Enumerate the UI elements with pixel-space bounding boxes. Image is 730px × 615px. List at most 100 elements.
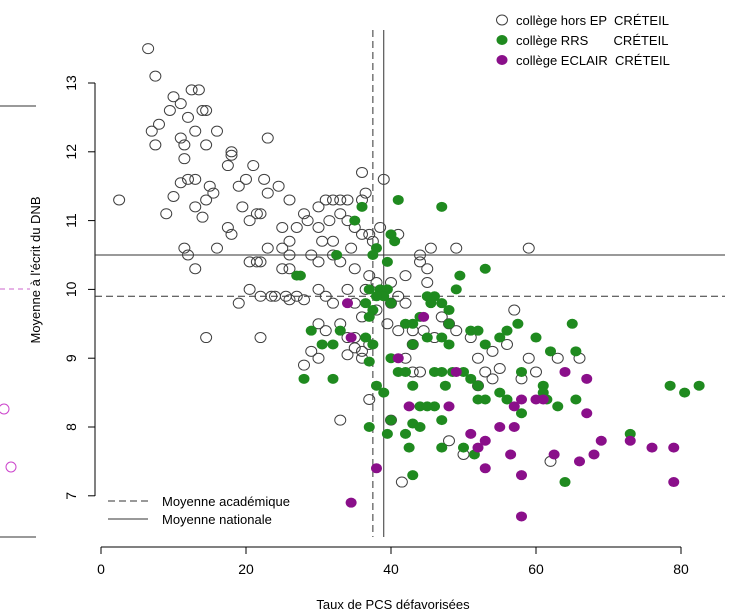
point-eclair [494,422,506,432]
point-hors-ep [276,242,289,254]
series-legend: collège hors EP CRÉTEIL collège RRS CRÉT… [496,13,670,68]
point-hors-ep [530,366,542,378]
point-hors-ep [319,290,332,302]
point-rrs [414,422,426,432]
point-hors-ep [225,228,238,240]
point-hors-ep [323,215,336,227]
point-eclair [392,353,404,364]
legend-label-eclair: collège ECLAIR CRÉTEIL [516,53,670,68]
point-hors-ep [522,242,535,254]
point-rrs [429,291,440,302]
point-hors-ep [298,359,310,371]
point-rrs [378,387,390,398]
point-hors-ep [243,283,256,295]
point-hors-ep [551,352,564,364]
point-hors-ep [493,363,506,375]
point-rrs [566,318,578,329]
point-hors-ep [508,304,521,316]
point-hors-ep [142,43,155,55]
point-eclair [403,401,415,412]
point-hors-ep [348,342,361,354]
point-hors-ep [258,173,271,185]
point-hors-ep [250,208,263,220]
point-hors-ep [486,345,499,357]
point-eclair [508,422,520,432]
point-rrs [385,298,397,309]
point-hors-ep [522,352,535,364]
point-hors-ep [113,194,126,206]
point-hors-ep [200,139,213,151]
y-tick-label: 12 [63,144,79,160]
point-rrs [693,380,705,391]
point-hors-ep [356,166,368,178]
point-eclair [508,401,520,412]
point-hors-ep [327,297,339,309]
point-hors-ep [305,345,318,357]
point-rrs [494,387,506,398]
point-eclair [516,511,527,522]
point-rrs [443,305,455,316]
point-hors-ep [254,332,267,344]
point-hors-ep [312,256,325,268]
point-eclair [646,442,658,453]
point-eclair [624,435,636,446]
point-rrs [479,263,491,274]
point-rrs [371,380,382,391]
point-rrs [367,250,379,260]
point-rrs [516,366,527,377]
point-hors-ep [261,132,274,144]
point-hors-ep [363,270,376,282]
y-tick-label: 10 [63,281,79,297]
point-hors-ep [225,146,238,158]
y-tick-label: 11 [63,213,79,228]
point-eclair [548,449,560,460]
point-rrs [679,387,691,398]
point-hors-ep [250,256,263,268]
point-eclair [418,311,430,322]
y-tick-label: 9 [63,354,79,362]
point-hors-ep [312,201,325,213]
point-hors-ep [178,242,191,254]
point-rrs [400,366,411,377]
x-axis-title: Taux de PCS défavorisées [316,597,470,612]
point-rrs [367,339,379,350]
point-rrs [552,401,564,412]
point-rrs [349,215,361,226]
point-hors-ep [276,221,289,233]
point-hors-ep [381,318,394,330]
point-hors-ep [356,228,368,240]
point-hors-ep [363,393,376,405]
point-eclair [574,456,585,467]
legend-label-nationale: Moyenne nationale [162,512,272,527]
point-hors-ep [240,173,252,185]
point-hors-ep [334,208,347,220]
point-rrs [294,270,306,281]
point-eclair [581,408,593,419]
point-rrs [436,298,448,309]
y-tick-label: 8 [63,423,79,431]
point-hors-ep [167,91,180,103]
point-rrs [407,318,419,329]
legend-marker-eclair [496,55,508,65]
point-hors-ep [163,105,176,117]
point-eclair [465,428,477,439]
point-eclair [450,366,462,377]
point-rrs [305,325,317,336]
point-hors-ep [182,249,194,261]
point-hors-ep [261,242,274,254]
point-eclair [516,394,527,405]
point-eclair [342,298,353,309]
legend-label-academique: Moyenne académique [162,494,290,509]
reference-legend: Moyenne académique Moyenne nationale [108,494,290,527]
point-hors-ep [221,160,234,172]
point-hors-ep [450,242,463,254]
point-hors-ep [243,256,256,268]
point-rrs [472,394,484,405]
point-hors-ep [414,366,426,378]
point-hors-ep [189,263,202,275]
x-tick-label: 20 [238,561,254,577]
point-hors-ep [149,139,162,151]
point-hors-ep [203,180,216,192]
point-hors-ep [189,173,202,185]
